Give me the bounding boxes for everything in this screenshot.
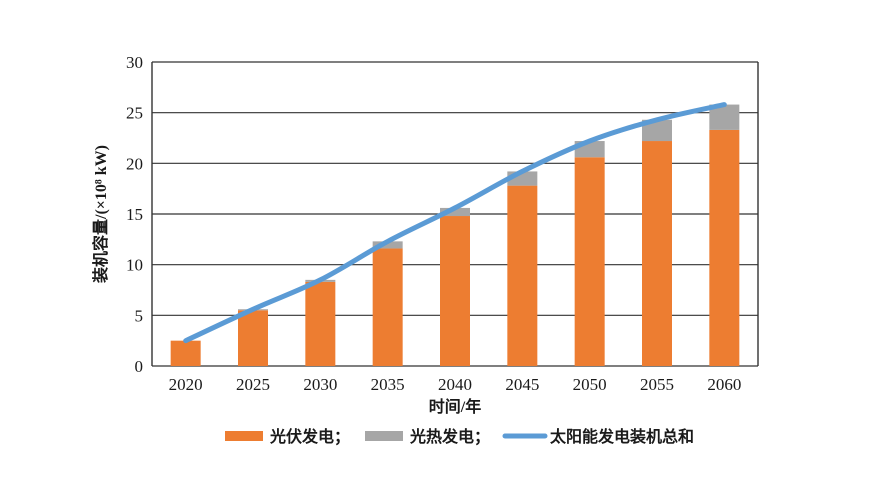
bar-segment-pv-2035 xyxy=(372,248,403,366)
y-tick-label: 30 xyxy=(126,53,143,72)
bar-segment-csp-2035 xyxy=(372,241,403,249)
bar-segment-csp-2055 xyxy=(642,119,672,142)
x-tick-label: 2045 xyxy=(505,375,539,394)
bar-segment-pv-2030 xyxy=(305,281,336,366)
legend-item-2: 太阳能发电装机总和 xyxy=(502,427,694,446)
bar-segment-pv-2050 xyxy=(574,157,605,366)
x-tick-label: 2055 xyxy=(640,375,674,394)
x-tick-label: 2030 xyxy=(303,375,337,394)
bar-segment-pv-2055 xyxy=(642,141,672,366)
bar-segment-pv-2045 xyxy=(507,185,538,366)
x-tick-label: 2040 xyxy=(438,375,472,394)
x-tick-label: 2025 xyxy=(236,375,270,394)
bar-segment-pv-2025 xyxy=(238,310,268,366)
x-axis-title: 时间/年 xyxy=(429,397,481,416)
bar-segment-pv-2060 xyxy=(709,129,740,366)
bar-segment-pv-2020 xyxy=(170,340,201,366)
y-tick-label: 25 xyxy=(126,104,143,123)
bar-segment-csp-2040 xyxy=(440,207,470,217)
legend-item-1: 光热发电； xyxy=(365,427,490,446)
y-tick-label: 20 xyxy=(126,154,143,173)
legend-swatch-rect xyxy=(225,431,263,441)
legend-swatch-rect xyxy=(365,431,403,441)
legend-label: 光伏发电； xyxy=(269,427,350,446)
y-tick-label: 0 xyxy=(135,357,144,376)
y-tick-label: 15 xyxy=(126,205,143,224)
x-tick-label: 2060 xyxy=(707,375,741,394)
y-axis-title: 装机容量/(×10⁸ kW) xyxy=(91,145,110,284)
y-tick-label: 10 xyxy=(126,256,143,275)
x-tick-label: 2035 xyxy=(371,375,405,394)
legend-label: 太阳能发电装机总和 xyxy=(549,427,694,446)
x-tick-label: 2020 xyxy=(169,375,203,394)
x-tick-label: 2050 xyxy=(573,375,607,394)
total-line xyxy=(183,102,727,344)
legend-item-0: 光伏发电； xyxy=(225,427,350,446)
y-tick-label: 5 xyxy=(135,306,144,325)
bar-segment-pv-2040 xyxy=(440,216,470,366)
legend-label: 光热发电； xyxy=(409,427,490,446)
